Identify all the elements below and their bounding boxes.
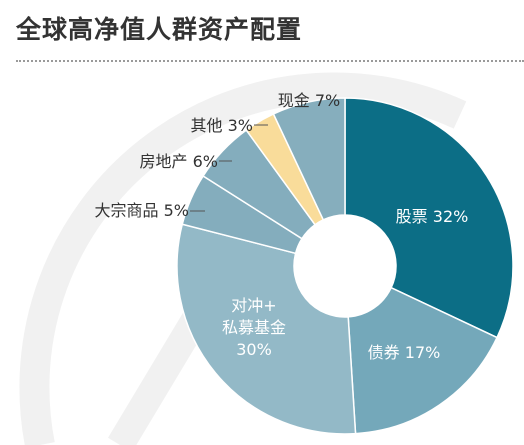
slice-label-line-2-2: 30%	[236, 340, 272, 359]
watermark-arc	[19, 72, 467, 445]
chart-title: 全球高净值人群资产配置	[16, 15, 303, 44]
slice-label-6: 现金 7%	[278, 91, 340, 110]
pie-slice-6	[272, 97, 346, 221]
pie-slice-2	[176, 223, 357, 435]
title-divider	[16, 60, 524, 62]
slice-label-3: 大宗商品 5%	[95, 201, 189, 220]
leader-lines	[190, 124, 268, 212]
pie-slices	[176, 97, 514, 435]
slice-label-line-2-0: 对冲+	[231, 296, 276, 315]
slice-label-4: 房地产 6%	[140, 152, 218, 171]
pie-slice-1	[347, 286, 499, 435]
slice-labels: 股票 32% 债券 17% 对冲+ 私募基金 30% 大宗商品 5% 房地产 6% 其他 3%…	[95, 91, 469, 362]
pie-slice-0	[344, 97, 514, 339]
slice-label-0: 股票 32%	[396, 207, 469, 226]
slice-label-2: 对冲+ 私募基金 30%	[222, 296, 286, 359]
slice-label-5: 其他 3%	[191, 116, 253, 135]
slice-label-line-2-1: 私募基金	[222, 318, 286, 337]
slice-label-1: 债券 17%	[368, 343, 441, 362]
